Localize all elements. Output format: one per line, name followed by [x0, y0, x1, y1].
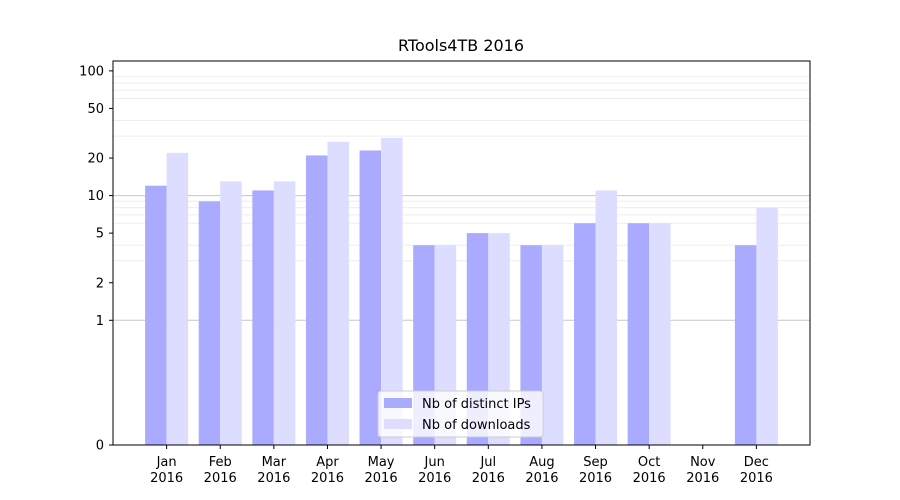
legend-label: Nb of downloads	[422, 418, 531, 433]
x-tick-label: Nov 2016	[686, 455, 719, 486]
bar-downloads	[541, 245, 564, 445]
x-tick-label: Feb 2016	[204, 455, 237, 486]
legend-swatch	[384, 419, 412, 429]
legend: Nb of distinct IPs Nb of downloads	[377, 390, 544, 438]
y-tick-label: 1	[96, 314, 104, 329]
bars	[145, 137, 778, 446]
bar-distinct-ips	[305, 155, 328, 445]
x-tick-label: Dec 2016	[740, 455, 773, 486]
bar-distinct-ips	[198, 201, 221, 445]
x-tick-label: Mar 2016	[257, 455, 290, 486]
y-tick-label: 10	[87, 189, 104, 204]
x-tick-label: Jan 2016	[150, 455, 183, 486]
bar-downloads	[327, 141, 349, 445]
bar-downloads	[756, 207, 778, 445]
bar-distinct-ips	[734, 245, 757, 445]
y-tick-label: 20	[87, 152, 104, 167]
y-tick-label: 100	[79, 64, 104, 79]
bar-distinct-ips	[359, 150, 382, 445]
bar-distinct-ips	[145, 185, 167, 445]
x-tick-label: May 2016	[365, 455, 398, 486]
x-tick-label: Jun 2016	[418, 455, 451, 486]
x-tick-label: Sep 2016	[579, 455, 612, 486]
plot-frame	[112, 60, 811, 446]
x-tick-label: Aug 2016	[525, 455, 558, 486]
axes: 0 1 2 5 10 20 50 100 Jan 2016 Feb 2016 Mar 2016 Apr 201…	[79, 60, 811, 486]
x-tick-label: Jul 2016	[472, 455, 505, 486]
y-tick-label: 2	[96, 276, 104, 291]
chart-title: RTools4TB 2016	[398, 36, 524, 55]
y-tick-label: 5	[96, 227, 104, 242]
x-tick-label: Oct 2016	[633, 455, 666, 486]
bar-downloads	[166, 152, 189, 445]
y-tick-label: 0	[96, 439, 104, 454]
bar-distinct-ips	[627, 223, 650, 445]
legend-label: Nb of distinct IPs	[422, 397, 531, 412]
legend-swatch	[384, 398, 412, 408]
bar-downloads	[649, 223, 671, 445]
y-tick-label: 50	[87, 102, 104, 117]
bar-distinct-ips	[574, 223, 596, 445]
bar-downloads	[381, 137, 403, 446]
bar-distinct-ips	[252, 190, 274, 445]
legend-box	[377, 390, 544, 438]
bar-downloads	[595, 190, 618, 445]
bar-downloads	[220, 181, 242, 445]
x-tick-label: Apr 2016	[311, 455, 344, 486]
bar-downloads	[273, 181, 296, 445]
